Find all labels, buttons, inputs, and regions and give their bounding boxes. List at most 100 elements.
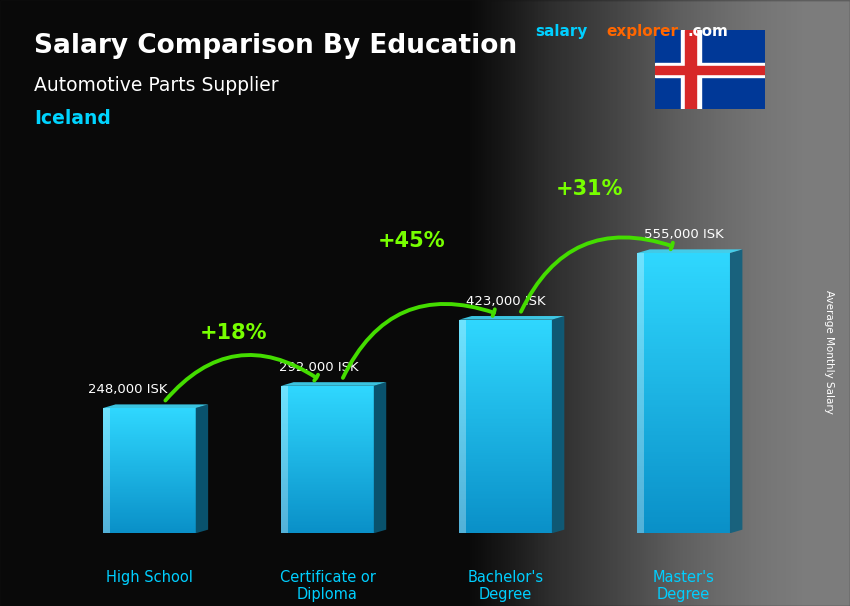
Bar bbox=[638, 265, 730, 267]
Bar bbox=[281, 433, 374, 434]
Bar bbox=[638, 396, 730, 398]
Bar bbox=[638, 475, 730, 478]
Bar bbox=[638, 430, 730, 433]
Bar bbox=[281, 487, 374, 488]
Bar bbox=[281, 506, 374, 507]
Bar bbox=[638, 372, 730, 375]
Bar bbox=[281, 427, 374, 428]
Bar bbox=[281, 485, 374, 487]
Bar bbox=[654, 65, 765, 74]
Bar bbox=[459, 368, 552, 370]
Bar bbox=[459, 434, 552, 435]
Bar bbox=[281, 407, 374, 408]
Bar bbox=[103, 457, 196, 458]
Bar bbox=[638, 290, 730, 293]
Bar bbox=[638, 361, 730, 363]
Bar bbox=[103, 503, 196, 504]
Bar bbox=[638, 311, 730, 314]
Bar bbox=[654, 62, 765, 77]
Bar bbox=[459, 507, 552, 508]
Bar bbox=[281, 524, 374, 525]
Bar bbox=[281, 502, 374, 504]
Bar bbox=[638, 449, 730, 451]
Bar bbox=[103, 473, 196, 474]
Bar bbox=[459, 404, 552, 405]
Bar bbox=[281, 410, 374, 411]
Text: +18%: +18% bbox=[199, 323, 267, 343]
Bar bbox=[103, 447, 196, 448]
Bar bbox=[459, 419, 552, 421]
Bar bbox=[281, 392, 374, 393]
Polygon shape bbox=[552, 316, 564, 533]
Bar bbox=[281, 505, 374, 506]
Bar bbox=[103, 454, 196, 455]
Bar bbox=[103, 478, 196, 479]
Bar bbox=[103, 438, 196, 439]
Bar bbox=[685, 30, 696, 109]
Bar bbox=[281, 490, 374, 491]
Bar bbox=[103, 467, 196, 468]
Bar bbox=[459, 435, 552, 437]
Bar bbox=[459, 393, 552, 395]
Bar bbox=[459, 474, 552, 476]
Bar bbox=[638, 367, 730, 370]
Bar bbox=[638, 424, 730, 426]
Text: salary: salary bbox=[536, 24, 588, 39]
Bar bbox=[459, 336, 552, 338]
Bar bbox=[459, 376, 552, 378]
Bar bbox=[459, 362, 552, 364]
Bar bbox=[103, 491, 196, 493]
Bar bbox=[281, 532, 374, 533]
Bar bbox=[103, 458, 196, 459]
Bar bbox=[103, 516, 196, 518]
Bar bbox=[103, 483, 196, 484]
Bar bbox=[281, 525, 374, 526]
Bar bbox=[638, 253, 730, 255]
Bar bbox=[281, 516, 374, 518]
Bar bbox=[459, 412, 552, 414]
Bar bbox=[638, 482, 730, 484]
Bar bbox=[638, 269, 730, 271]
Bar bbox=[103, 427, 196, 428]
Bar bbox=[638, 271, 730, 274]
Bar bbox=[638, 260, 730, 262]
Bar bbox=[103, 493, 196, 494]
Bar bbox=[459, 482, 552, 484]
Bar bbox=[459, 321, 552, 323]
Bar bbox=[459, 416, 552, 418]
Bar bbox=[459, 465, 552, 467]
Bar bbox=[459, 516, 552, 518]
Bar bbox=[638, 267, 730, 269]
Bar bbox=[281, 528, 374, 530]
Bar bbox=[459, 471, 552, 473]
Bar bbox=[281, 445, 374, 446]
Bar bbox=[103, 476, 196, 477]
Bar bbox=[638, 298, 730, 300]
Bar bbox=[281, 463, 374, 464]
Bar bbox=[459, 531, 552, 533]
Bar bbox=[459, 522, 552, 524]
Bar bbox=[459, 496, 552, 498]
Bar bbox=[459, 519, 552, 521]
Bar bbox=[638, 295, 730, 298]
Bar bbox=[638, 416, 730, 419]
Bar bbox=[103, 456, 196, 457]
Polygon shape bbox=[103, 404, 208, 408]
Bar bbox=[281, 459, 374, 461]
Bar bbox=[103, 481, 196, 482]
Bar bbox=[281, 391, 374, 392]
Bar bbox=[638, 351, 730, 353]
Bar bbox=[638, 379, 730, 381]
Bar bbox=[638, 484, 730, 487]
Bar bbox=[459, 398, 552, 400]
Text: Salary Comparison By Education: Salary Comparison By Education bbox=[34, 33, 517, 59]
Bar bbox=[638, 393, 730, 396]
Bar bbox=[281, 493, 374, 494]
Bar bbox=[103, 490, 196, 491]
Bar bbox=[103, 453, 196, 454]
Bar bbox=[638, 402, 730, 405]
Bar bbox=[638, 279, 730, 281]
Bar bbox=[638, 456, 730, 459]
Bar bbox=[638, 347, 730, 349]
Bar bbox=[638, 405, 730, 407]
